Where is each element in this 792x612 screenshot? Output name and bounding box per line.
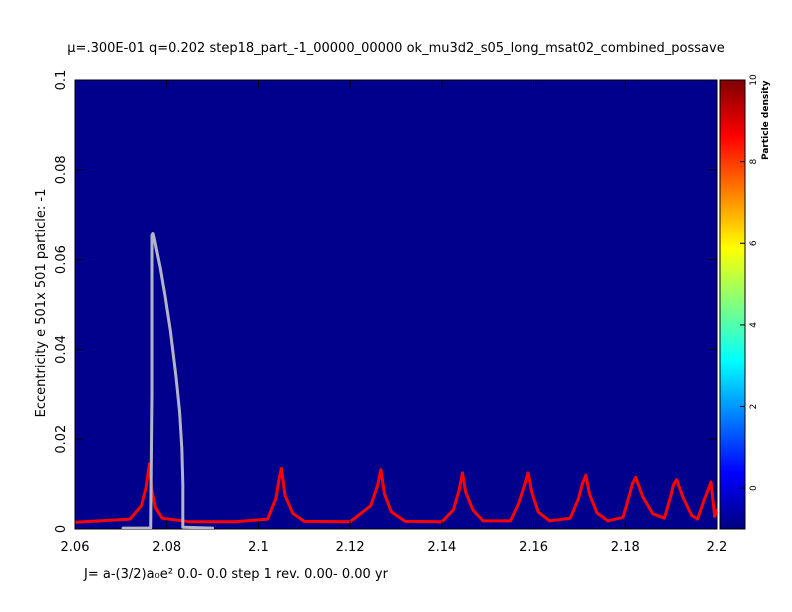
y-axis-label: Eccentricity e 501x 501 particle: -1 (34, 189, 49, 418)
x-tick-label: 2.06 (61, 540, 90, 555)
chart-title: μ=.300E-01 q=0.202 step18_part_-1_00000_… (67, 41, 724, 56)
x-tick-label: 2.2 (707, 540, 728, 555)
colorbar-tick-label: 6 (749, 240, 759, 246)
x-tick-label: 2.18 (611, 540, 640, 555)
series-line-2 (121, 232, 215, 529)
colorbar-tick-label: 10 (749, 74, 759, 86)
colorbar-label: Particle density (761, 80, 771, 160)
colorbar-tick-label: 0 (749, 485, 759, 491)
x-tick-label: 2.1 (248, 540, 269, 555)
colorbar (719, 79, 746, 530)
plot-area (74, 79, 718, 530)
colorbar-tick-label: 8 (749, 159, 759, 165)
y-tick-label: 0.02 (54, 425, 69, 454)
y-tick-label: 0.06 (54, 245, 69, 274)
series-line-1 (75, 462, 717, 524)
colorbar-tick-label: 2 (749, 404, 759, 410)
x-tick-label: 2.16 (519, 540, 548, 555)
y-tick-label: 0 (54, 525, 69, 533)
y-tick-label: 0.08 (54, 155, 69, 184)
x-tick-label: 2.14 (427, 540, 456, 555)
x-tick-label: 2.08 (152, 540, 181, 555)
colorbar-tick-label: 4 (749, 322, 759, 328)
y-tick-label: 0.1 (54, 70, 69, 91)
x-axis-label: J= a-(3/2)a₀e² 0.0- 0.0 step 1 rev. 0.00… (83, 567, 389, 582)
x-tick-label: 2.12 (336, 540, 365, 555)
y-tick-label: 0.04 (54, 335, 69, 364)
